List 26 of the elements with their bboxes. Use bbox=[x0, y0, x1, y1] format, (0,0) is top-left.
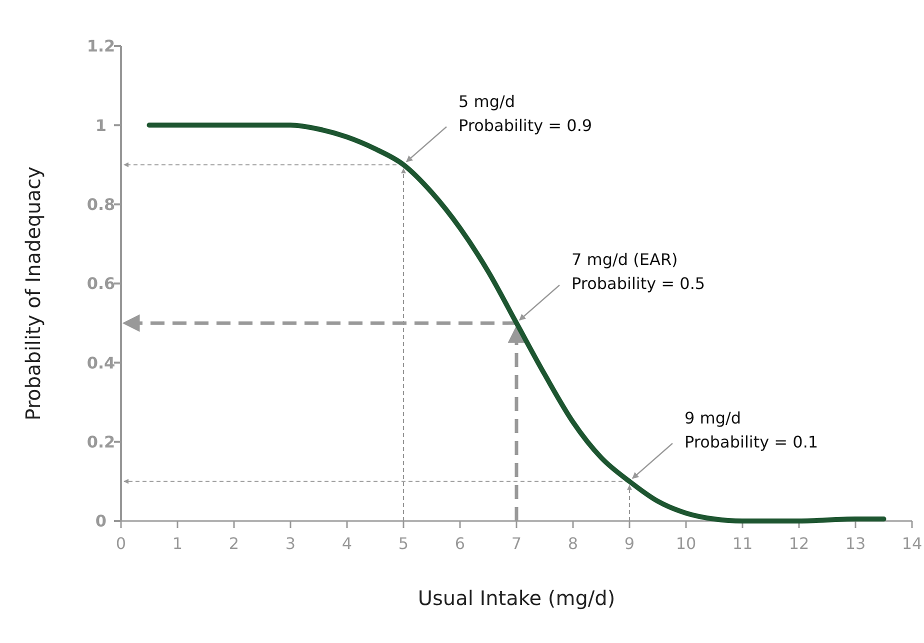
x-tick-label: 12 bbox=[788, 534, 810, 553]
x-tick-label: 4 bbox=[342, 534, 352, 553]
x-tick-label: 1 bbox=[172, 534, 183, 553]
x-tick-label: 5 bbox=[398, 534, 409, 553]
x-tick-label: 9 bbox=[624, 534, 635, 553]
x-tick-label: 7 bbox=[511, 534, 522, 553]
y-tick-label: 1.2 bbox=[86, 36, 116, 56]
x-tick-label: 6 bbox=[454, 534, 466, 553]
x-tick-label: 13 bbox=[845, 534, 866, 553]
y-tick-label: 0.6 bbox=[86, 274, 116, 294]
x-tick-label: 10 bbox=[676, 534, 696, 553]
annotation: 7 mg/d (EAR) Probability = 0.5 bbox=[572, 250, 706, 294]
y-tick-label: 0.2 bbox=[86, 432, 116, 452]
x-axis-title: Usual Intake (mg/d) bbox=[418, 586, 616, 610]
y-tick-label: 0.4 bbox=[86, 353, 116, 372]
x-tick-label: 3 bbox=[285, 534, 296, 553]
y-tick-label: 1 bbox=[95, 116, 107, 135]
x-tick-label: 8 bbox=[568, 534, 578, 553]
y-axis-title: Probability of Inadequacy bbox=[21, 166, 45, 421]
annotation: 5 mg/d Probability = 0.9 bbox=[458, 92, 592, 135]
x-tick-label: 11 bbox=[732, 534, 753, 553]
annotation: 9 mg/d Probability = 0.1 bbox=[684, 408, 818, 452]
x-tick-label: 2 bbox=[228, 534, 240, 553]
y-tick-label: 0 bbox=[95, 512, 107, 531]
y-tick-label: 0.8 bbox=[86, 194, 116, 214]
x-tick-label: 14 bbox=[902, 534, 922, 553]
